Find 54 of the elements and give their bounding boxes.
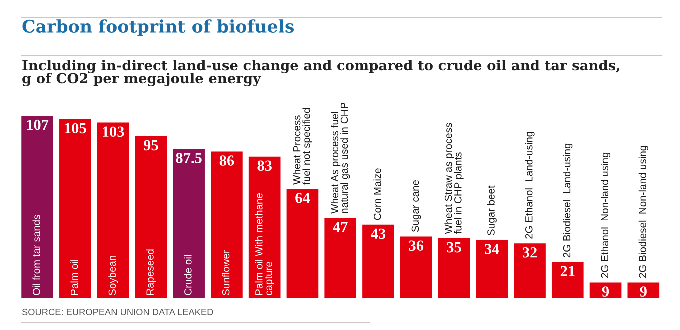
- bar: [286, 189, 319, 298]
- data-label: 64: [296, 193, 310, 204]
- data-label: 43: [371, 228, 386, 240]
- x-tick-label: Rapeseed: [146, 250, 156, 296]
- data-label: 83: [258, 160, 272, 172]
- data-label: 32: [522, 248, 537, 258]
- x-tick-label: Sugar cane: [412, 180, 422, 232]
- bar: [400, 236, 432, 298]
- bar: [324, 218, 357, 298]
- data-label: 36: [409, 240, 424, 251]
- bar: [438, 238, 470, 298]
- bar: [628, 282, 660, 298]
- bar: [476, 240, 508, 298]
- x-tick-label: Wheat As process fuel natural gas used in CHP: [331, 103, 350, 214]
- data-label: 95: [144, 140, 158, 151]
- x-tick-label: Oil from tar sands: [32, 215, 40, 296]
- bar: [248, 156, 281, 298]
- data-label: 9: [640, 286, 647, 297]
- bar: [173, 149, 205, 298]
- data-label: 87.5: [176, 153, 202, 164]
- data-label: 107: [27, 120, 49, 130]
- data-label: 35: [447, 242, 462, 253]
- bar: [590, 282, 622, 298]
- x-tick-label: Wheat Process fuel not specified: [293, 108, 312, 185]
- x-tick-label: Sunflower: [222, 250, 230, 296]
- x-tick-label: Crude oil: [184, 255, 192, 296]
- x-tick-label: 2G Ethanol Land-using: [525, 132, 535, 239]
- data-label: 21: [560, 266, 575, 276]
- bar: [97, 122, 130, 298]
- x-tick-label: Wheat Straw as process fuel in CHP plants: [444, 123, 464, 234]
- bar: [552, 262, 584, 298]
- data-label: 105: [65, 123, 86, 134]
- data-label: 47: [333, 222, 348, 232]
- x-tick-label: 2G Biodiesel Non-land using: [638, 146, 648, 278]
- x-tick-label: Soybean: [108, 256, 118, 296]
- x-tick-label: 2G Biodiesel Land-using: [563, 144, 573, 258]
- x-tick-label: Palm oil: [70, 260, 78, 296]
- bar: [22, 116, 54, 298]
- data-label: 34: [485, 244, 500, 254]
- source-note: SOURCE: EUROPEAN UNION DATA LEAKED: [22, 308, 214, 316]
- x-tick-label: Corn Maize: [374, 168, 382, 220]
- data-label: 86: [220, 156, 234, 166]
- x-tick-label: Sugar beet: [487, 186, 497, 236]
- bar: [60, 119, 92, 298]
- x-tick-label: 2G Ethanol Non-land using: [600, 152, 611, 278]
- data-label: 9: [602, 286, 610, 297]
- x-tick-label: Palm oil With methane capture: [255, 194, 274, 296]
- bar: [362, 224, 394, 298]
- bar: [211, 152, 243, 298]
- chart-title: Carbon footprint of biofuels: [22, 20, 294, 36]
- data-label: 103: [103, 126, 124, 138]
- chart-subtitle: Including in-direct land-use change and compared to crude oil and tar sands, g of CO2 per megajoule energy: [22, 60, 620, 86]
- bar: [135, 136, 168, 298]
- bar: [514, 244, 546, 298]
